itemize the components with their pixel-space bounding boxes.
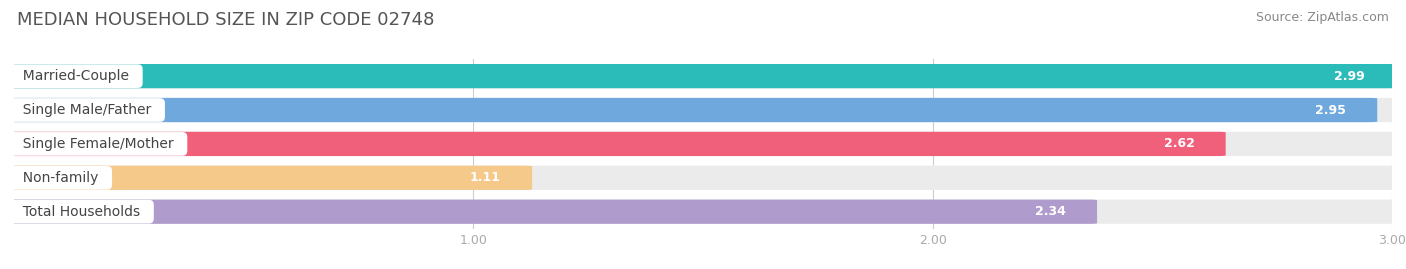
- FancyBboxPatch shape: [6, 64, 1400, 88]
- Text: Single Male/Father: Single Male/Father: [14, 103, 160, 117]
- Text: Single Female/Mother: Single Female/Mother: [14, 137, 183, 151]
- Text: 2.99: 2.99: [1334, 70, 1364, 83]
- FancyBboxPatch shape: [6, 166, 531, 190]
- Text: 2.95: 2.95: [1315, 104, 1346, 116]
- FancyBboxPatch shape: [6, 200, 1400, 224]
- Text: Non-family: Non-family: [14, 171, 107, 185]
- Text: Source: ZipAtlas.com: Source: ZipAtlas.com: [1256, 11, 1389, 24]
- FancyBboxPatch shape: [6, 132, 1226, 156]
- Text: Total Households: Total Households: [14, 205, 149, 219]
- FancyBboxPatch shape: [6, 98, 1378, 122]
- FancyBboxPatch shape: [6, 200, 1097, 224]
- FancyBboxPatch shape: [6, 132, 1400, 156]
- FancyBboxPatch shape: [6, 64, 1396, 88]
- Text: MEDIAN HOUSEHOLD SIZE IN ZIP CODE 02748: MEDIAN HOUSEHOLD SIZE IN ZIP CODE 02748: [17, 11, 434, 29]
- Text: Married-Couple: Married-Couple: [14, 69, 138, 83]
- FancyBboxPatch shape: [6, 98, 1400, 122]
- Text: 1.11: 1.11: [470, 171, 501, 184]
- FancyBboxPatch shape: [6, 166, 1400, 190]
- Text: 2.62: 2.62: [1164, 137, 1195, 150]
- Text: 2.34: 2.34: [1035, 205, 1066, 218]
